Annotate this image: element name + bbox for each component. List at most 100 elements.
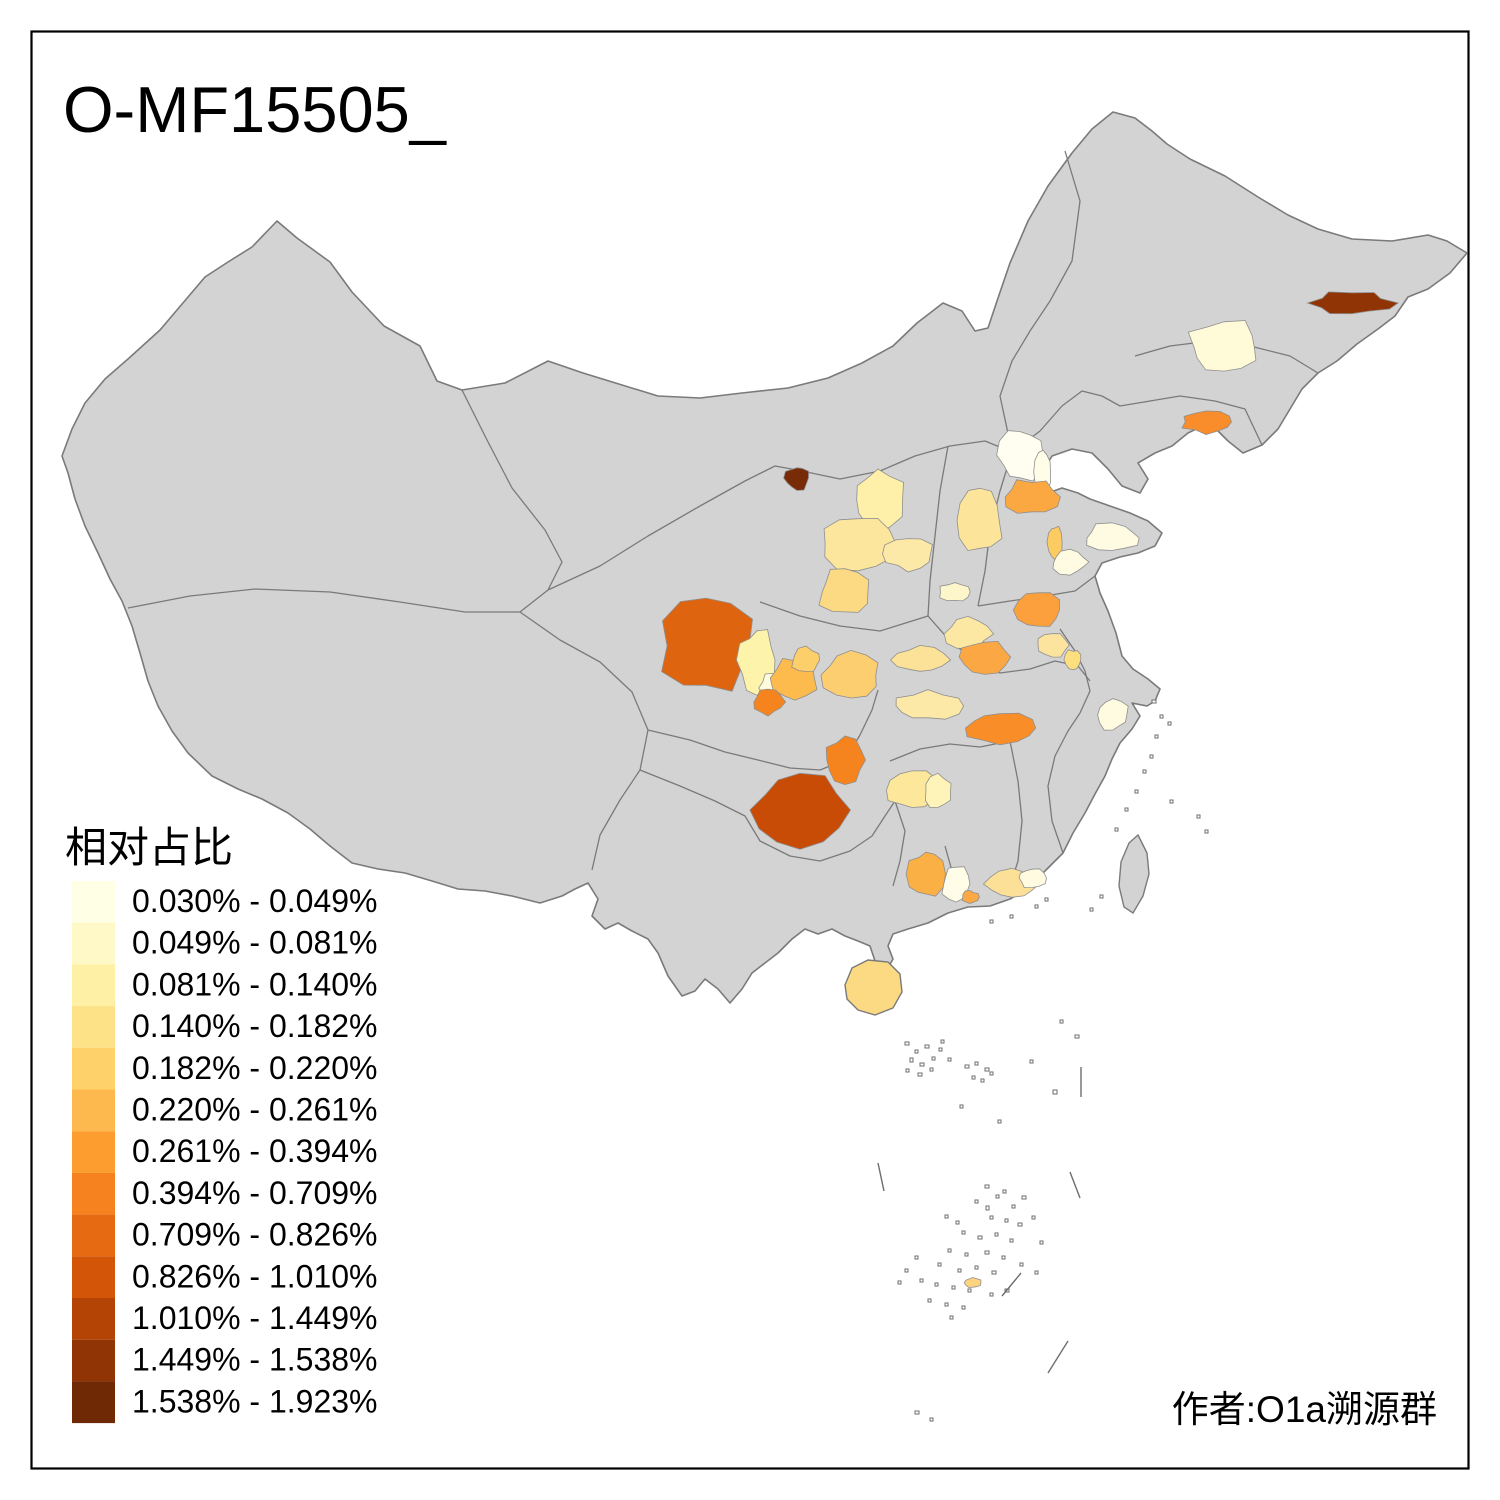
islet	[947, 1057, 952, 1062]
legend-label: 1.538% - 1.923%	[132, 1383, 378, 1419]
prefecture-region	[905, 851, 947, 897]
islet	[947, 1248, 952, 1253]
islet	[980, 1078, 985, 1083]
legend-label: 0.826% - 1.010%	[132, 1258, 378, 1294]
legend-label: 0.049% - 0.081%	[132, 925, 378, 961]
prefecture-region	[1086, 522, 1140, 551]
islet	[940, 1039, 945, 1044]
islet	[1059, 1019, 1064, 1024]
legend-swatch	[72, 1172, 115, 1215]
islet	[934, 1282, 939, 1287]
islet	[1099, 894, 1104, 899]
legend-title: 相对占比	[65, 824, 233, 871]
prefecture-region	[1187, 320, 1257, 372]
islet	[991, 1270, 997, 1275]
islet	[971, 1075, 976, 1080]
prefecture-region	[1004, 479, 1061, 514]
islet	[1009, 914, 1014, 919]
author-credit: 作者:O1a溯源群	[1172, 1389, 1437, 1430]
islet	[961, 1305, 966, 1310]
legend-swatch	[72, 964, 115, 1007]
islet	[989, 1292, 994, 1297]
islet	[995, 1194, 1000, 1199]
islet	[917, 1072, 923, 1077]
islet	[974, 1199, 979, 1204]
prefecture-region	[996, 430, 1044, 482]
legend-swatch	[72, 1256, 115, 1298]
islet	[1004, 1218, 1009, 1223]
islet	[1149, 754, 1154, 759]
prefecture-region	[1306, 291, 1400, 315]
prefecture-region	[889, 644, 952, 672]
islet	[1009, 1238, 1014, 1243]
legend-label: 0.030% - 0.049%	[132, 883, 378, 919]
legend-swatch	[72, 1339, 115, 1382]
islet	[1034, 904, 1039, 909]
legend-label: 1.449% - 1.538%	[132, 1342, 378, 1378]
prefecture-region	[924, 772, 952, 809]
page-title: O-MF15505_	[63, 73, 447, 146]
legend-swatch	[72, 1047, 115, 1090]
islet	[1134, 789, 1139, 794]
islet	[938, 1047, 943, 1052]
islet	[944, 1214, 949, 1219]
islet	[967, 1288, 972, 1293]
prefecture-region	[753, 688, 787, 717]
prefecture-region	[661, 597, 753, 692]
legend-label: 0.220% - 0.261%	[132, 1092, 378, 1128]
islet	[1019, 1262, 1024, 1267]
prefecture-region	[939, 582, 971, 602]
islet	[994, 1232, 999, 1237]
prefecture-region	[895, 689, 965, 720]
legend-swatch	[72, 1381, 115, 1424]
islet	[1039, 1240, 1044, 1245]
prefecture-region	[856, 468, 904, 535]
islet	[985, 1205, 990, 1211]
islet	[944, 1302, 949, 1307]
islet	[964, 1064, 970, 1069]
prefecture-region	[823, 517, 897, 572]
islet	[929, 1067, 934, 1072]
islet	[927, 1298, 932, 1303]
prefecture-region	[956, 487, 1003, 552]
islet	[919, 1062, 925, 1067]
islet-line	[1001, 1272, 1022, 1297]
islet	[989, 1071, 994, 1076]
islet	[1114, 827, 1119, 832]
islet	[914, 1410, 920, 1415]
islet	[1021, 1195, 1027, 1200]
islet	[1001, 1255, 1006, 1260]
plot-frame	[30, 30, 1470, 1470]
islet	[989, 919, 994, 924]
islet	[974, 1061, 979, 1066]
hainan-island	[844, 959, 903, 1016]
islet	[931, 1056, 936, 1061]
islet	[1052, 1089, 1058, 1095]
islet	[905, 1068, 910, 1073]
prefecture-region	[1018, 868, 1047, 889]
islet	[957, 1268, 962, 1273]
islet	[951, 1285, 956, 1290]
islet	[1124, 807, 1129, 812]
taiwan-island	[1118, 833, 1150, 914]
islet	[977, 1235, 983, 1240]
prefecture-region	[1097, 698, 1129, 731]
legend-label: 0.394% - 0.709%	[132, 1175, 378, 1211]
legend-swatch	[72, 922, 115, 965]
islet	[1031, 1215, 1036, 1220]
prefecture-region	[965, 712, 1037, 746]
prefecture-region	[1063, 649, 1082, 671]
prefecture-region	[1181, 410, 1232, 436]
legend-label: 0.081% - 0.140%	[132, 966, 378, 1002]
islet	[1167, 721, 1172, 726]
islet	[984, 1184, 990, 1189]
prefecture-region	[749, 772, 851, 850]
legend-label: 0.140% - 0.182%	[132, 1008, 378, 1044]
islet	[1044, 897, 1049, 902]
prefecture-region	[1052, 548, 1090, 576]
islet	[984, 1250, 990, 1255]
islet	[914, 1049, 919, 1054]
legend-swatch	[72, 1006, 115, 1048]
islet	[924, 1044, 930, 1049]
